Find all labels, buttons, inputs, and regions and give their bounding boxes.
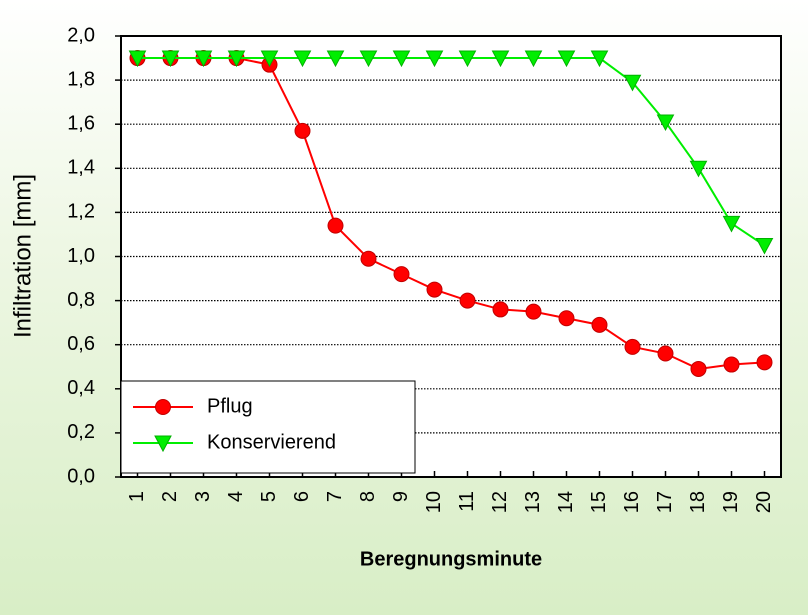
legend-label: Pflug [207,395,253,417]
x-tick-label: 13 [522,491,544,513]
data-point [492,301,509,318]
x-tick-label: 10 [423,491,445,513]
x-tick-label: 4 [225,491,247,502]
x-tick-label: 19 [720,491,742,513]
data-point [326,50,345,68]
data-point [260,50,279,68]
data-point [128,50,147,68]
x-axis-title: Beregnungsminute [360,548,542,570]
data-point [194,50,213,68]
x-tick-label: 6 [291,491,313,502]
data-point [557,50,576,68]
x-tick-label: 1 [126,491,148,502]
data-point [392,50,411,68]
y-axis-title: Infiltration [mm] [9,174,36,338]
data-point [161,50,180,68]
data-point [558,310,575,327]
data-point [755,237,774,255]
data-point [524,50,543,68]
x-tick-label: 11 [456,491,478,512]
data-point [425,50,444,68]
data-point [690,360,707,377]
y-tick-label: 0,2 [67,421,95,443]
y-tick-label: 1,6 [67,112,95,134]
x-tick-label: 9 [390,491,412,502]
data-point [723,356,740,373]
y-tick-label: 0,6 [67,333,95,355]
data-point [359,50,378,68]
data-point [590,50,609,68]
x-tick-label: 16 [621,491,643,513]
x-tick-label: 5 [258,491,280,502]
y-tick-label: 0,8 [67,289,95,311]
x-tick-label: 2 [159,491,181,502]
y-tick-label: 2,0 [67,24,95,46]
y-tick-label: 0,0 [67,465,95,487]
data-point [491,50,510,68]
data-point [294,122,311,139]
data-point [459,292,476,309]
legend-box [120,380,416,474]
x-tick-label: 14 [555,491,577,513]
x-tick-label: 17 [654,491,676,513]
data-point [360,250,377,267]
data-point [656,114,675,132]
data-point [525,303,542,320]
x-tick-label: 20 [753,491,775,513]
data-point [624,338,641,355]
y-tick-label: 0,4 [67,377,95,399]
data-point [426,281,443,298]
x-tick-label: 15 [588,491,610,513]
y-tick-label: 1,0 [67,245,95,267]
data-point [227,50,246,68]
data-point [591,316,608,333]
legend-marker [155,399,171,415]
x-tick-label: 18 [687,491,709,513]
y-tick-label: 1,4 [67,157,95,179]
y-tick-label: 1,2 [67,201,95,223]
data-point [458,50,477,68]
data-point [689,160,708,178]
data-point [657,345,674,362]
x-tick-label: 8 [357,491,379,502]
legend-label: Konservierend [207,431,336,453]
x-tick-label: 12 [489,491,511,513]
x-tick-label: 3 [192,491,214,502]
y-tick-label: 1,8 [67,68,95,90]
data-point [393,266,410,283]
plot-border [120,35,782,478]
x-tick-label: 7 [324,491,346,502]
data-point [722,215,741,233]
data-point [327,217,344,234]
data-point [293,50,312,68]
legend-marker [154,435,172,453]
data-point [623,74,642,92]
data-point [756,354,773,371]
